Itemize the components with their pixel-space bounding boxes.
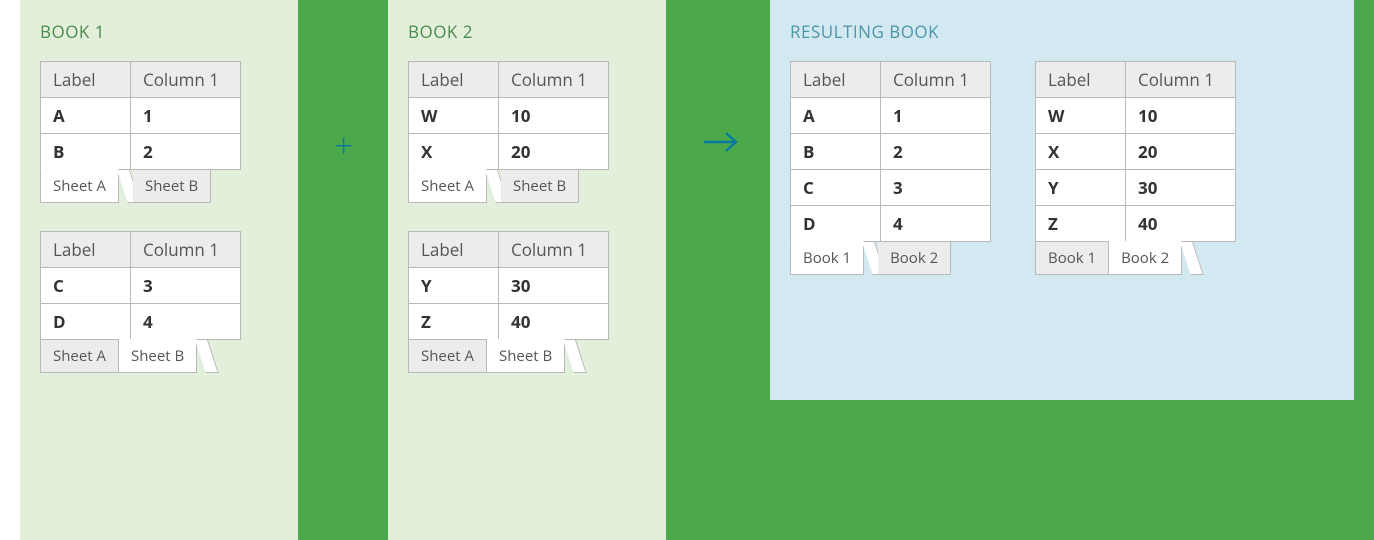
book2-table2-block: Label Column 1 Y30 Z40 Sheet A Sheet B xyxy=(408,231,646,373)
sheet-tab-b[interactable]: Sheet B xyxy=(487,339,565,373)
cell: 2 xyxy=(131,134,241,170)
cell: 10 xyxy=(1126,98,1236,134)
plus-icon: + xyxy=(334,128,353,162)
cell: A xyxy=(41,98,131,134)
book-tab-1[interactable]: Book 1 xyxy=(1035,241,1109,275)
book2-table1: Label Column 1 W10 X20 xyxy=(408,61,609,170)
cell: 30 xyxy=(499,268,609,304)
cell: 4 xyxy=(881,206,991,242)
cell: B xyxy=(41,134,131,170)
result-table2: Label Column 1 W10 X20 Y30 Z40 xyxy=(1035,61,1236,242)
book1-title: BOOK 1 xyxy=(40,20,278,43)
result-table1-block: Label Column 1 A1 B2 C3 D4 Book 1 Book 2 xyxy=(790,61,991,275)
book1-table2-block: Label Column 1 C3 D4 Sheet A Sheet B xyxy=(40,231,278,373)
cell: C xyxy=(791,170,881,206)
cell: X xyxy=(409,134,499,170)
book1-panel: BOOK 1 Label Column 1 A1 B2 Sheet A Shee… xyxy=(20,0,298,540)
cell: A xyxy=(791,98,881,134)
sheet-tab-b[interactable]: Sheet B xyxy=(119,339,197,373)
cell: 20 xyxy=(499,134,609,170)
book2-table2-tabs: Sheet A Sheet B xyxy=(408,339,646,373)
result-panel: RESULTING BOOK Label Column 1 A1 B2 C3 D… xyxy=(770,0,1354,400)
table-header: Label xyxy=(409,232,499,268)
cell: B xyxy=(791,134,881,170)
cell: Z xyxy=(409,304,499,340)
cell: 1 xyxy=(881,98,991,134)
book1-table1-block: Label Column 1 A1 B2 Sheet A Sheet B xyxy=(40,61,278,203)
table-header: Column 1 xyxy=(499,232,609,268)
cell: 1 xyxy=(131,98,241,134)
table-header: Column 1 xyxy=(131,62,241,98)
sheet-tab-b[interactable]: Sheet B xyxy=(133,169,211,203)
cell: C xyxy=(41,268,131,304)
cell: 20 xyxy=(1126,134,1236,170)
sheet-tab-b[interactable]: Sheet B xyxy=(501,169,579,203)
table-header: Label xyxy=(791,62,881,98)
book1-table1: Label Column 1 A1 B2 xyxy=(40,61,241,170)
book-tab-2[interactable]: Book 2 xyxy=(1109,241,1182,275)
book2-table1-tabs: Sheet A Sheet B xyxy=(408,169,646,203)
book2-title: BOOK 2 xyxy=(408,20,646,43)
book-tab-2[interactable]: Book 2 xyxy=(878,241,951,275)
cell: 3 xyxy=(881,170,991,206)
cell: Y xyxy=(1036,170,1126,206)
cell: 40 xyxy=(499,304,609,340)
table-header: Column 1 xyxy=(499,62,609,98)
cell: X xyxy=(1036,134,1126,170)
book2-table1-block: Label Column 1 W10 X20 Sheet A Sheet B xyxy=(408,61,646,203)
cell: 4 xyxy=(131,304,241,340)
result-table2-tabs: Book 1 Book 2 xyxy=(1035,241,1236,275)
result-table2-block: Label Column 1 W10 X20 Y30 Z40 Book 1 Bo… xyxy=(1035,61,1236,275)
cell: 3 xyxy=(131,268,241,304)
book1-table1-tabs: Sheet A Sheet B xyxy=(40,169,278,203)
book2-panel: BOOK 2 Label Column 1 W10 X20 Sheet A Sh… xyxy=(388,0,666,540)
sheet-tab-a[interactable]: Sheet A xyxy=(408,169,487,203)
book1-table2-tabs: Sheet A Sheet B xyxy=(40,339,278,373)
cell: D xyxy=(791,206,881,242)
table-header: Label xyxy=(41,232,131,268)
cell: Z xyxy=(1036,206,1126,242)
table-header: Label xyxy=(41,62,131,98)
result-table1-tabs: Book 1 Book 2 xyxy=(790,241,991,275)
cell: 10 xyxy=(499,98,609,134)
sheet-tab-a[interactable]: Sheet A xyxy=(408,339,487,373)
table-header: Column 1 xyxy=(881,62,991,98)
book-tab-1[interactable]: Book 1 xyxy=(790,241,864,275)
cell: D xyxy=(41,304,131,340)
table-header: Label xyxy=(1036,62,1126,98)
table-header: Column 1 xyxy=(1126,62,1236,98)
green-strip-1 xyxy=(298,0,388,540)
sheet-tab-a[interactable]: Sheet A xyxy=(40,169,119,203)
arrow-icon xyxy=(702,130,742,154)
result-title: RESULTING BOOK xyxy=(790,20,1334,43)
table-header: Column 1 xyxy=(131,232,241,268)
cell: 40 xyxy=(1126,206,1236,242)
cell: Y xyxy=(409,268,499,304)
cell: W xyxy=(409,98,499,134)
result-table1: Label Column 1 A1 B2 C3 D4 xyxy=(790,61,991,242)
sheet-tab-a[interactable]: Sheet A xyxy=(40,339,119,373)
book2-table2: Label Column 1 Y30 Z40 xyxy=(408,231,609,340)
cell: W xyxy=(1036,98,1126,134)
cell: 2 xyxy=(881,134,991,170)
book1-table2: Label Column 1 C3 D4 xyxy=(40,231,241,340)
cell: 30 xyxy=(1126,170,1236,206)
table-header: Label xyxy=(409,62,499,98)
